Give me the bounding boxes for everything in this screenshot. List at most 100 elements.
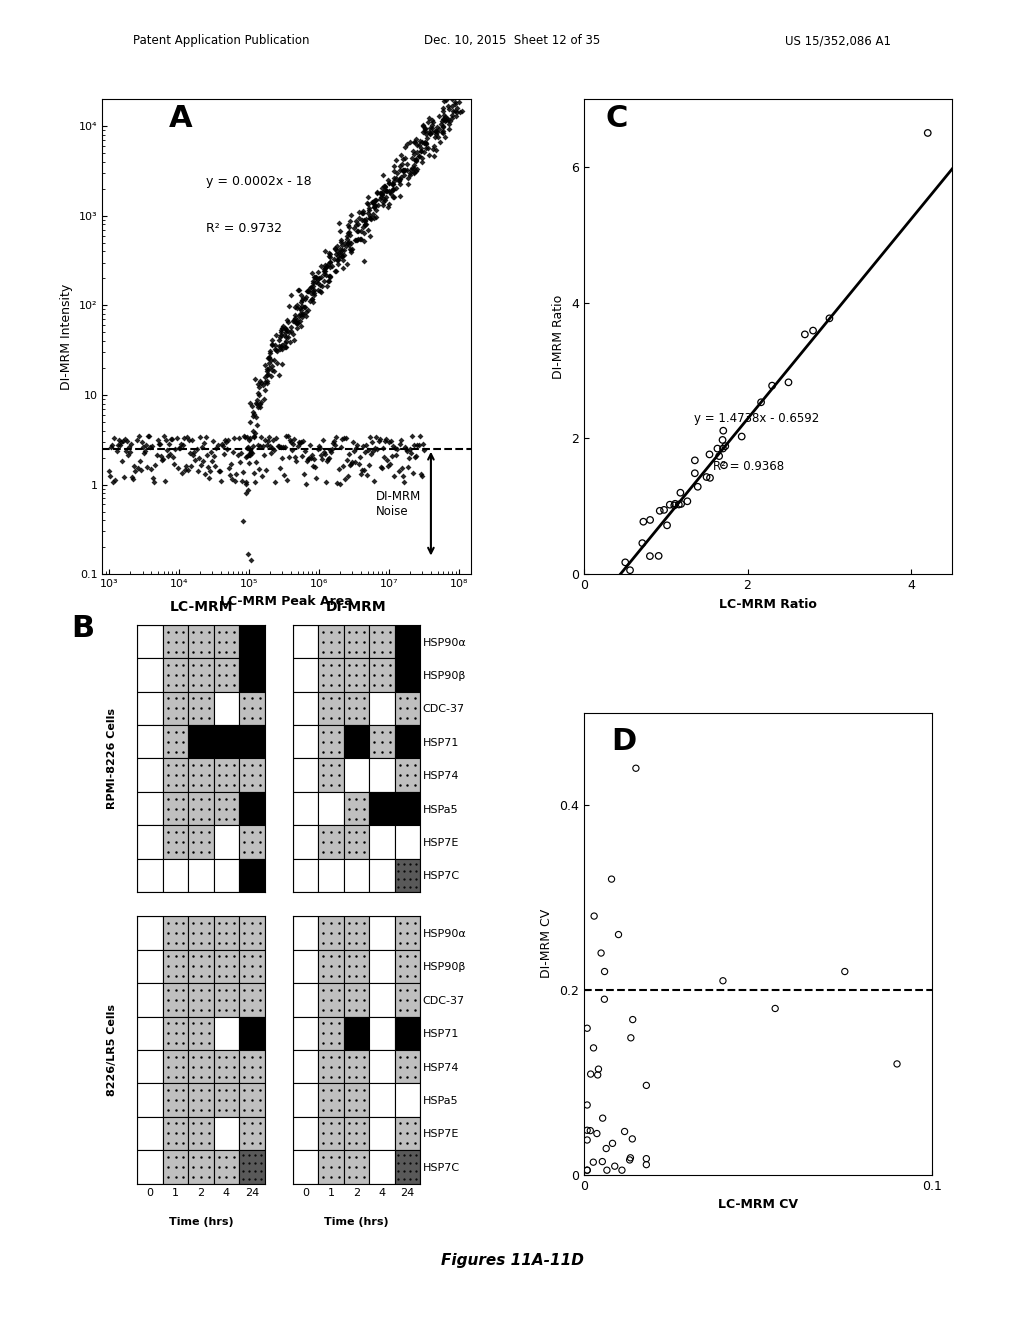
Point (321, 265, 337, 286)
Point (418, 133, 434, 154)
Point (242, 440, 258, 461)
Point (420, 112, 436, 133)
Bar (188, 792, 214, 825)
Point (406, 131, 422, 152)
Point (435, 91, 452, 112)
Text: A: A (169, 104, 193, 133)
Point (163, 429, 179, 450)
Point (382, 454, 398, 475)
Point (362, 209, 379, 230)
X-axis label: LC-MRM Peak Area: LC-MRM Peak Area (220, 594, 353, 607)
Bar (240, 624, 264, 659)
Point (384, 178, 400, 199)
Point (401, 164, 418, 185)
Point (302, 290, 318, 312)
Point (394, 466, 411, 487)
Point (302, 434, 318, 455)
Point (168, 428, 184, 449)
Point (264, 333, 281, 354)
Point (273, 318, 290, 339)
Point (369, 182, 385, 203)
Point (319, 447, 336, 469)
Bar (137, 1016, 163, 1049)
Point (287, 308, 303, 329)
Point (119, 430, 135, 451)
Point (273, 319, 290, 341)
Point (279, 470, 295, 491)
Bar (240, 1084, 264, 1117)
Point (368, 199, 384, 220)
Point (240, 437, 256, 458)
Point (110, 434, 126, 455)
Point (375, 191, 391, 213)
Point (438, 86, 455, 107)
Point (249, 434, 265, 455)
Point (178, 455, 195, 477)
Bar (293, 1117, 318, 1150)
Bar (293, 825, 318, 859)
Point (245, 421, 261, 442)
Point (434, 121, 451, 143)
Point (340, 232, 356, 253)
Point (339, 226, 355, 247)
Point (242, 438, 258, 459)
Point (354, 436, 371, 457)
Point (579, 1018, 595, 1039)
Point (408, 148, 424, 169)
Point (130, 426, 146, 447)
Point (251, 384, 267, 405)
Point (381, 194, 397, 215)
Point (328, 243, 344, 264)
Point (139, 457, 156, 478)
Point (150, 429, 166, 450)
Point (266, 348, 283, 370)
Point (378, 428, 394, 449)
Point (715, 429, 731, 450)
Point (428, 120, 444, 141)
Point (262, 366, 279, 387)
Bar (370, 624, 394, 659)
Point (286, 429, 302, 450)
Point (302, 277, 318, 298)
Point (113, 432, 129, 453)
Point (322, 256, 338, 277)
Point (920, 123, 936, 144)
Point (263, 350, 280, 371)
Point (296, 463, 312, 484)
Point (379, 181, 395, 202)
Point (380, 170, 396, 191)
Point (203, 442, 219, 463)
Bar (163, 792, 188, 825)
Point (358, 214, 375, 235)
Point (273, 338, 290, 359)
Point (238, 482, 254, 503)
Point (322, 251, 338, 272)
Point (304, 445, 321, 466)
Point (444, 100, 461, 121)
Point (441, 110, 458, 131)
Bar (240, 725, 264, 759)
Bar (137, 1084, 163, 1117)
Point (408, 131, 424, 152)
Point (172, 433, 188, 454)
Point (305, 285, 322, 306)
Bar (394, 759, 420, 792)
Point (327, 239, 343, 260)
Bar (344, 725, 370, 759)
Point (438, 90, 455, 111)
Point (360, 198, 377, 219)
Point (333, 231, 349, 252)
Point (638, 1148, 654, 1170)
Point (152, 433, 168, 454)
Point (407, 154, 423, 176)
Bar (293, 759, 318, 792)
Point (394, 154, 411, 176)
Point (256, 389, 272, 411)
Point (316, 263, 333, 284)
Point (396, 160, 413, 181)
Bar (394, 1016, 420, 1049)
Y-axis label: DI-MRM CV: DI-MRM CV (541, 909, 553, 978)
Point (145, 467, 162, 488)
Point (401, 132, 418, 153)
Point (385, 173, 401, 194)
